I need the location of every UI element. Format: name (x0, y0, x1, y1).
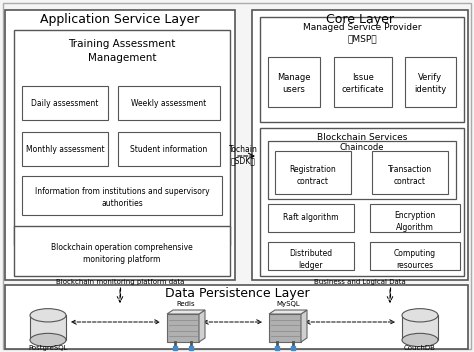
Text: （MSP）: （MSP） (347, 34, 377, 44)
Ellipse shape (402, 309, 438, 322)
Bar (118, 86, 220, 120)
Text: （SDK）: （SDK） (230, 157, 255, 165)
Text: Core Layer: Core Layer (326, 13, 394, 26)
Bar (22, 86, 108, 120)
Bar (402, 315, 438, 340)
Text: monitoring platform: monitoring platform (83, 256, 161, 264)
Text: resources: resources (396, 260, 434, 270)
Bar (370, 242, 460, 270)
Text: Information from institutions and supervisory: Information from institutions and superv… (35, 188, 210, 196)
Text: Application Service Layer: Application Service Layer (40, 13, 200, 26)
Polygon shape (301, 310, 307, 342)
Text: identity: identity (414, 84, 446, 94)
Bar (370, 204, 460, 232)
Text: Blockchain operation comprehensive: Blockchain operation comprehensive (51, 243, 193, 251)
Text: users: users (283, 84, 305, 94)
Polygon shape (269, 310, 307, 314)
Text: ledger: ledger (299, 260, 323, 270)
Bar (22, 176, 222, 215)
Ellipse shape (30, 309, 66, 322)
Text: Distributed: Distributed (290, 250, 333, 258)
Text: CouchDB: CouchDB (404, 345, 436, 351)
Bar (260, 128, 464, 276)
Text: Management: Management (88, 53, 156, 63)
Bar (269, 314, 301, 342)
Text: Issue: Issue (352, 73, 374, 82)
Text: Managed Service Provider: Managed Service Provider (303, 23, 421, 31)
Text: Chaincode: Chaincode (340, 143, 384, 151)
Text: Algorithm: Algorithm (396, 222, 434, 232)
Text: Training Assessment: Training Assessment (68, 39, 176, 49)
Text: Tochain: Tochain (228, 145, 257, 155)
Text: Business and Logical Data: Business and Logical Data (314, 279, 406, 285)
Text: Registration: Registration (290, 164, 337, 174)
Bar (14, 30, 230, 245)
Text: Computing: Computing (394, 250, 436, 258)
Text: Blockchain monitoring platform data: Blockchain monitoring platform data (56, 279, 184, 285)
Bar (334, 57, 392, 107)
Text: Transaction: Transaction (388, 164, 432, 174)
Polygon shape (167, 310, 205, 314)
Text: contract: contract (394, 176, 426, 186)
Polygon shape (199, 310, 205, 342)
Bar (405, 57, 456, 107)
Bar (268, 204, 354, 232)
Bar (22, 132, 108, 166)
Bar (5, 10, 235, 280)
Bar (252, 10, 468, 280)
Bar (268, 242, 354, 270)
Text: Manage: Manage (277, 73, 311, 82)
Text: Weekly assessment: Weekly assessment (131, 99, 207, 107)
Text: MySQL: MySQL (276, 301, 300, 307)
Text: Daily assessment: Daily assessment (31, 99, 99, 107)
Text: Blockchain Services: Blockchain Services (317, 132, 407, 142)
Text: Raft algorithm: Raft algorithm (283, 214, 339, 222)
Bar (260, 17, 464, 122)
Bar (167, 314, 199, 342)
Bar (118, 132, 220, 166)
Text: authorities: authorities (101, 200, 143, 208)
Bar (268, 57, 320, 107)
Ellipse shape (402, 333, 438, 347)
Text: Redis: Redis (177, 301, 195, 307)
Bar (275, 151, 351, 194)
Text: Student information: Student information (130, 145, 208, 153)
Bar (14, 226, 230, 276)
Text: Data Persistence Layer: Data Persistence Layer (164, 288, 310, 301)
Bar (372, 151, 448, 194)
Text: Encryption: Encryption (394, 210, 436, 220)
Text: contract: contract (297, 176, 329, 186)
Text: certificate: certificate (342, 84, 384, 94)
Text: Verify: Verify (418, 73, 442, 82)
Bar (30, 315, 66, 340)
Bar (5, 285, 468, 349)
Bar (268, 141, 456, 199)
Ellipse shape (30, 333, 66, 347)
Text: Monthly assessment: Monthly assessment (26, 145, 104, 153)
Text: PostgreSQL: PostgreSQL (28, 345, 68, 351)
